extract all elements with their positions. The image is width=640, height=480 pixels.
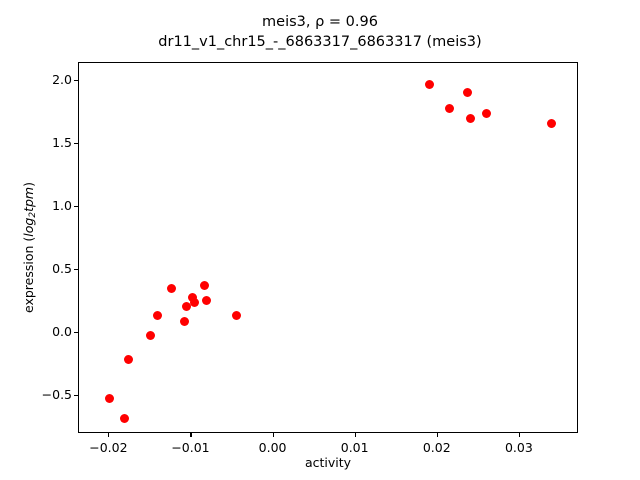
x-tick-mark <box>354 433 356 437</box>
scatter-point <box>119 414 129 424</box>
y-tick-mark <box>74 395 78 397</box>
scatter-point <box>466 114 476 124</box>
x-tick-mark <box>108 433 110 437</box>
x-tick-label: 0.03 <box>504 440 533 455</box>
scatter-point <box>444 103 454 113</box>
scatter-point <box>546 119 556 129</box>
scatter-point <box>123 355 133 365</box>
y-tick-mark <box>74 205 78 207</box>
y-tick-label: 0.5 <box>52 260 72 276</box>
scatter-point <box>167 284 177 294</box>
scatter-point <box>187 293 197 303</box>
chart-title: meis3, ρ = 0.96 dr11_v1_chr15_-_6863317_… <box>0 12 640 52</box>
chart-title-line-1: meis3, ρ = 0.96 <box>262 14 378 30</box>
x-tick-mark <box>190 433 192 437</box>
scatter-point <box>481 108 491 118</box>
scatter-point <box>104 394 114 404</box>
y-tick-label: 1.5 <box>52 134 72 150</box>
y-axis-label: expression (log2tpm) <box>21 182 38 313</box>
scatter-points-layer <box>79 63 577 432</box>
y-tick-label: 0.0 <box>52 324 72 340</box>
scatter-point <box>200 280 210 290</box>
scatter-point <box>425 79 435 89</box>
x-tick-label: 0.00 <box>258 440 287 455</box>
y-tick-mark <box>74 142 78 144</box>
y-tick-mark <box>74 332 78 334</box>
scatter-point <box>201 295 211 305</box>
scatter-point <box>182 302 192 312</box>
scatter-point <box>462 87 472 97</box>
y-tick-label: 1.0 <box>52 197 72 213</box>
y-tick-mark <box>74 268 78 271</box>
x-tick-label: 0.01 <box>340 440 369 455</box>
scatter-point <box>153 310 163 320</box>
scatter-point <box>145 331 155 341</box>
scatter-point <box>232 310 242 320</box>
x-tick-label: −0.01 <box>171 440 210 455</box>
y-tick-label: 2.0 <box>52 71 72 87</box>
x-tick-label: 0.02 <box>422 440 451 455</box>
plot-axes-frame <box>78 62 578 433</box>
scatter-point <box>190 298 200 308</box>
x-tick-mark <box>436 433 438 437</box>
x-tick-mark <box>272 433 274 437</box>
x-axis-label: activity <box>304 455 352 470</box>
chart-title-line-2: dr11_v1_chr15_-_6863317_6863317 (meis3) <box>158 34 482 50</box>
y-tick-mark <box>74 79 78 81</box>
y-tick-label: −0.5 <box>41 387 72 403</box>
x-tick-mark <box>518 433 520 437</box>
scatter-point <box>179 317 189 327</box>
x-tick-label: −0.02 <box>89 440 128 455</box>
